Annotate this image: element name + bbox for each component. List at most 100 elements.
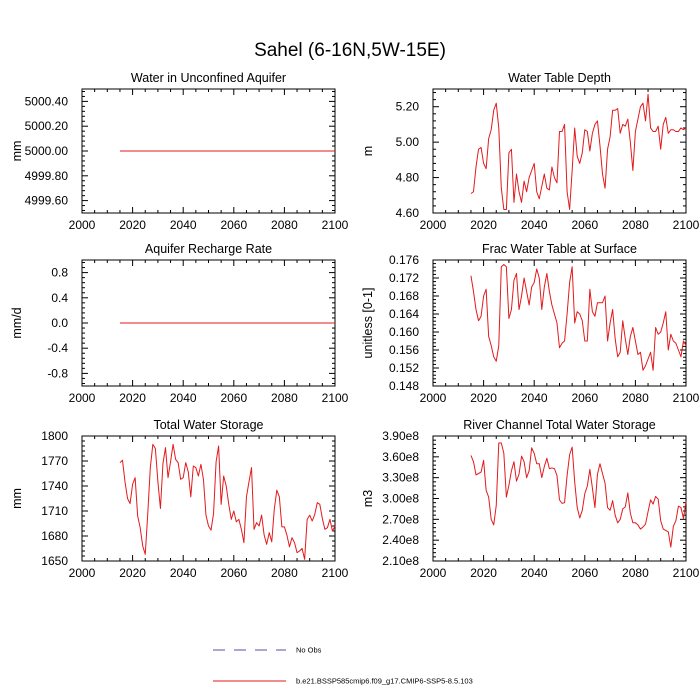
y-tick-label: 0.168: [389, 289, 419, 303]
plot-frame: [81, 435, 336, 562]
y-tick-label: 3.00e8: [382, 492, 419, 506]
panels: Water in Unconfined Aquifer mm 2000 2020 204…: [10, 71, 700, 580]
y-axis-label: mm: [10, 141, 24, 162]
legend: No Obs b.e21.BSSP585cmip6.f09_g17.CMIP6-…: [213, 646, 473, 686]
x-tick-label: 2040: [170, 566, 197, 580]
x-tick-label: 2040: [521, 566, 548, 580]
x-tick-label: 2020: [119, 218, 146, 232]
y-axis-label: m: [361, 146, 375, 156]
y-tick-label: 1680: [41, 529, 68, 543]
y-tick-label: 0.172: [389, 271, 419, 285]
y-tick-label: 5.20: [396, 100, 420, 114]
panel-title: Water in Unconfined Aquifer: [131, 71, 286, 85]
x-tick-label: 2080: [271, 218, 298, 232]
x-tick-label: 2060: [220, 218, 247, 232]
y-tick-label: 4999.60: [25, 194, 69, 208]
y-tick-label: 0.176: [389, 253, 419, 267]
x-tick-label: 2040: [521, 218, 548, 232]
y-tick-label: 0.152: [389, 361, 419, 375]
panel-1: Water in Unconfined Aquifer mm 2000 2020 204…: [10, 71, 349, 232]
y-axis-label: mm: [10, 488, 24, 509]
series-line-1: [470, 442, 687, 548]
y-tick-label: 1770: [41, 454, 68, 468]
x-tick-label: 2100: [322, 391, 349, 405]
y-tick-label: 0.148: [389, 379, 419, 393]
x-tick-label: 2040: [170, 218, 197, 232]
y-tick-label: 2.40e8: [382, 533, 419, 547]
x-tick-label: 2080: [622, 391, 649, 405]
panel-title: River Channel Total Water Storage: [463, 418, 656, 432]
y-tick-label: 5000.20: [25, 119, 69, 133]
y-tick-label: 1800: [41, 429, 68, 443]
plot-frame: [432, 88, 687, 214]
x-tick-label: 2060: [571, 566, 598, 580]
x-tick-label: 2020: [470, 391, 497, 405]
x-tick-label: 2020: [470, 218, 497, 232]
y-tick-label: 4.60: [396, 206, 420, 220]
x-tick-label: 2080: [271, 566, 298, 580]
x-tick-label: 2060: [571, 218, 598, 232]
x-tick-label: 2000: [420, 218, 447, 232]
x-tick-label: 2020: [119, 566, 146, 580]
x-tick-label: 2080: [622, 566, 649, 580]
y-tick-label: 0.4: [51, 291, 68, 305]
y-tick-label: 4999.80: [25, 169, 69, 183]
x-tick-label: 2000: [69, 566, 96, 580]
panel-5: Total Water Storage mm 2000 2020 2040 2060 208…: [10, 418, 349, 580]
x-tick-label: 2020: [119, 391, 146, 405]
series-line-1: [470, 93, 687, 210]
y-tick-label: -0.8: [47, 366, 68, 380]
y-tick-label: -0.4: [47, 341, 68, 355]
y-tick-label: 0.164: [389, 307, 419, 321]
y-tick-label: 0.0: [51, 316, 68, 330]
y-tick-label: 1740: [41, 479, 68, 493]
series-line-1: [119, 443, 336, 560]
y-tick-label: 0.156: [389, 343, 419, 357]
y-tick-label: 3.60e8: [382, 450, 419, 464]
y-axis-label: unitless [0-1]: [361, 288, 375, 359]
y-axis-label: m3: [361, 490, 375, 507]
x-tick-label: 2060: [220, 391, 247, 405]
y-tick-label: 1650: [41, 554, 68, 568]
x-tick-label: 2060: [571, 391, 598, 405]
x-tick-label: 2100: [673, 218, 700, 232]
x-tick-label: 2000: [69, 391, 96, 405]
legend-label-model: b.e21.BSSP585cmip6.f09_g17.CMIP6-SSP5-8.…: [296, 677, 473, 686]
x-tick-label: 2000: [69, 218, 96, 232]
y-tick-label: 5000.00: [25, 144, 69, 158]
panel-title: Frac Water Table at Surface: [482, 242, 637, 256]
x-tick-label: 2080: [622, 218, 649, 232]
x-tick-label: 2100: [673, 566, 700, 580]
panel-2: Water Table Depth m 2000 2020 2040 2060 2080 21…: [361, 71, 700, 232]
y-tick-label: 0.160: [389, 325, 419, 339]
x-tick-label: 2040: [521, 391, 548, 405]
y-tick-label: 2.10e8: [382, 554, 419, 568]
figure-title: Sahel (6-16N,5W-15E): [254, 40, 446, 61]
panel-title: Water Table Depth: [508, 71, 611, 85]
x-tick-label: 2100: [322, 218, 349, 232]
x-tick-label: 2000: [420, 391, 447, 405]
panel-title: Total Water Storage: [153, 418, 263, 432]
x-tick-label: 2100: [322, 566, 349, 580]
y-tick-label: 4.80: [396, 171, 420, 185]
panel-4: Frac Water Table at Surface unitless [0-1…: [361, 242, 700, 405]
x-tick-label: 2100: [673, 391, 700, 405]
x-tick-label: 2040: [170, 391, 197, 405]
x-tick-label: 2080: [271, 391, 298, 405]
y-tick-label: 3.90e8: [382, 429, 419, 443]
series-line-1: [470, 264, 687, 371]
y-tick-label: 1710: [41, 504, 68, 518]
x-tick-label: 2020: [470, 566, 497, 580]
legend-label-no-obs: No Obs: [296, 646, 322, 655]
y-tick-label: 5.00: [396, 135, 420, 149]
y-tick-label: 2.70e8: [382, 512, 419, 526]
y-tick-label: 5000.40: [25, 94, 69, 108]
y-tick-label: 0.8: [51, 266, 68, 280]
x-tick-label: 2060: [220, 566, 247, 580]
y-axis-label: mm/d: [10, 307, 24, 338]
x-tick-label: 2000: [420, 566, 447, 580]
panel-title: Aquifer Recharge Rate: [145, 242, 272, 256]
panel-3: Aquifer Recharge Rate mm/d 2000 2020 2040 206…: [10, 242, 349, 405]
